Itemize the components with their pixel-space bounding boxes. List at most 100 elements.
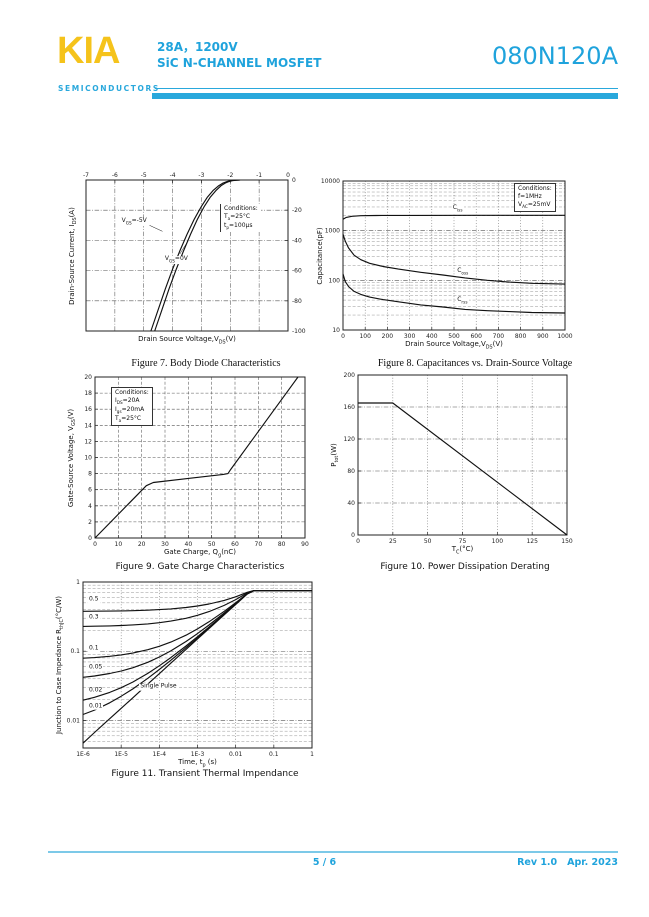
- y-tick-label: 16: [84, 406, 92, 413]
- x-tick-label: 800: [515, 333, 527, 340]
- x-tick-label: 100: [359, 333, 371, 340]
- x-tick-label: 600: [470, 333, 482, 340]
- series-VGS vs Qg: [94, 376, 299, 539]
- x-axis-title: Gate Charge, Qg(nC): [164, 548, 236, 559]
- x-tick-label: 60: [231, 541, 239, 548]
- plot-border: [82, 581, 313, 749]
- y-tick-label: 0: [351, 532, 355, 539]
- x-tick-label: 50: [424, 538, 432, 545]
- x-axis-title: Drain Source Voltage,VDS(V): [405, 340, 503, 351]
- y-tick-label: 10000: [321, 178, 340, 185]
- x-tick-label: 125: [526, 538, 538, 545]
- x-tick-label: -3: [198, 172, 204, 179]
- y-tick-label: 20: [84, 374, 92, 381]
- x-axis-title: TC(°C): [451, 545, 474, 556]
- annotation: VGS=0V: [163, 255, 189, 264]
- y-axis-title: Gate-Source Voltage, VGS(V): [66, 408, 78, 507]
- x-tick-label: 1E-6: [76, 751, 90, 758]
- annotation: 0.3: [87, 613, 100, 621]
- x-tick-label: 80: [278, 541, 286, 548]
- x-tick-label: 20: [138, 541, 146, 548]
- y-tick-label: -60: [292, 268, 302, 275]
- x-tick-label: 30: [161, 541, 169, 548]
- power-derating-chart: 0 25 50 75 100 125 150 0 40 80 120 160 200 TC(°C) Ptot…: [328, 371, 573, 555]
- thermal-impedance-chart-svg: 1E-6 1E-5 1E-4 1E-3 0.01 0.1 1 0.01 0.1 1: [67, 579, 314, 758]
- annotation: Crss: [456, 296, 469, 306]
- device-rating: 28A，1200V: [157, 40, 238, 54]
- annotation: 0.05: [87, 663, 104, 671]
- plot-border: [85, 179, 289, 332]
- y-tick-label: 0.1: [70, 648, 80, 655]
- y-tick-label: 200: [344, 372, 356, 379]
- conditions-line: Conditions:: [224, 205, 258, 212]
- x-tick-label: -2: [227, 172, 233, 179]
- x-tick-label: 1E-5: [114, 751, 128, 758]
- x-tick-label: 0: [341, 333, 345, 340]
- conditions-box: Conditions: IDS=20A Igs=20mA Ta=25°C: [111, 387, 153, 426]
- y-tick-label: 6: [88, 487, 92, 494]
- conditions-line: Ta=25°C: [115, 414, 142, 423]
- gate-charge-chart: 0 10 20 30 40 50 60 70 80 90 0 2 4 6 8 10 12 14 16 18 20 Cond…: [65, 373, 311, 558]
- y-tick-label: 0.01: [67, 717, 81, 724]
- annotation: 0.1: [87, 644, 100, 653]
- series-D=0.3: [82, 590, 312, 627]
- x-tick-label: 90: [301, 541, 309, 548]
- y-axis-title: Drain-Source Current, IDS(A): [67, 206, 79, 305]
- y-tick-label: -100: [292, 328, 306, 335]
- series-Ciss: [342, 214, 565, 220]
- series-D=0.05: [82, 590, 312, 678]
- y-tick-label: 120: [344, 436, 356, 443]
- x-tick-label: 70: [255, 541, 263, 548]
- figure9-caption: Figure 9. Gate Charge Characteristics: [115, 562, 285, 572]
- y-tick-label: 10: [332, 327, 340, 334]
- x-tick-label: 200: [382, 333, 394, 340]
- x-axis-title: Time, tp (s): [178, 758, 217, 769]
- x-tick-label: 10: [115, 541, 123, 548]
- y-tick-label: 12: [84, 438, 92, 445]
- figure8-caption: Figure 8. Capacitances vs. Drain-Source …: [377, 358, 573, 369]
- kia-logo-subtext: SEMICONDUCTORS: [58, 84, 160, 93]
- y-tick-label: 80: [347, 468, 355, 475]
- figure11-caption: Figure 11. Transient Thermal Impendance: [111, 769, 299, 779]
- annotation: 0.02: [87, 686, 104, 695]
- y-tick-label: 100: [329, 277, 341, 284]
- capacitance-chart: 0 100 200 300 400 500 600 700 800 900 1000 10 100 100…: [313, 177, 573, 351]
- y-tick-label: 4: [88, 503, 92, 510]
- x-tick-label: 1: [310, 751, 314, 758]
- annotation: Single Pulse: [139, 683, 178, 691]
- y-tick-label: -40: [292, 237, 302, 244]
- body-diode-chart: -7 -6 -5 -4 -3 -2 -1 0 0 -20 -40 -60 -80 -100 VGS=-5V V…: [66, 166, 314, 349]
- thermal-impedance-chart: 1E-6 1E-5 1E-4 1E-3 0.01 0.1 1 0.01 0.1 1 0.5 0.3 0.…: [53, 578, 318, 768]
- y-tick-label: 14: [84, 422, 92, 429]
- y-axis-title: Capacitance(pF): [316, 226, 324, 285]
- power-derating-chart-svg: 0 25 50 75 100 125 150 0 40 80 120 160 200: [344, 372, 573, 545]
- kia-logo: KIA: [57, 30, 120, 72]
- body-diode-chart-svg: -7 -6 -5 -4 -3 -2 -1 00-20-40-60-80-100: [83, 172, 306, 335]
- x-tick-label: 100: [492, 538, 504, 545]
- x-tick-label: 75: [459, 538, 467, 545]
- x-tick-label: -4: [170, 172, 176, 179]
- conditions-line: Conditions:: [115, 389, 149, 396]
- x-tick-label: -7: [83, 172, 89, 179]
- conditions-line: Conditions:: [518, 185, 552, 192]
- x-tick-label: 50: [208, 541, 216, 548]
- series-V_GS=0V: [154, 179, 241, 332]
- y-tick-label: 8: [88, 471, 92, 478]
- y-tick-label: 1: [76, 579, 80, 586]
- conditions-line: Igs=20mA: [115, 405, 145, 415]
- annotation: 0.5: [87, 595, 100, 604]
- revision-info: Rev 1.0 Apr. 2023: [507, 857, 618, 868]
- x-tick-label: 400: [426, 333, 438, 340]
- y-tick-label: 0: [292, 177, 296, 184]
- footer-rule: [48, 851, 618, 853]
- y-tick-label: 40: [347, 500, 355, 507]
- annotation: VGS=-5V: [120, 217, 148, 227]
- y-tick-label: -20: [292, 207, 302, 214]
- x-tick-label: 900: [537, 333, 549, 340]
- x-tick-label: 0: [356, 538, 360, 545]
- x-tick-label: 700: [493, 333, 505, 340]
- annotation: Ciss: [451, 204, 464, 214]
- conditions-line: IDS=20A: [115, 397, 140, 406]
- series-Coss: [342, 234, 566, 285]
- annotation: 0.01: [87, 702, 104, 710]
